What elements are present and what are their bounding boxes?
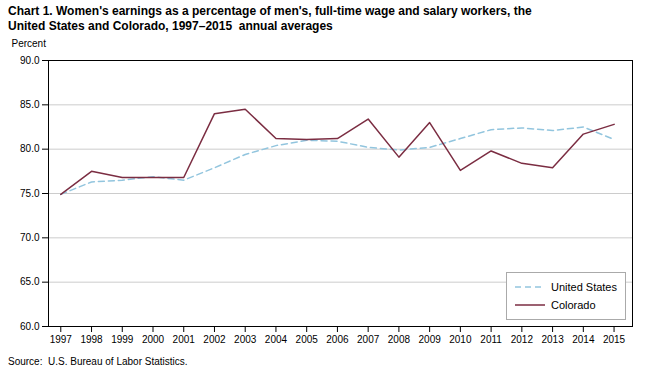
svg-text:2003: 2003 (234, 334, 257, 345)
svg-text:70.0: 70.0 (20, 232, 40, 243)
html-text:Chart 1. Women's earnings as a: Chart 1. Women's earnings as a percentag… (8, 4, 532, 33)
html-text:Source: U.S. Bureau of Labor S: Source: U.S. Bureau of Labor Statistics. (8, 356, 188, 367)
svg-text:2014: 2014 (572, 334, 595, 345)
svg-text:85.0: 85.0 (20, 99, 40, 110)
svg-text:Percent: Percent (12, 38, 47, 49)
svg-text:2009: 2009 (419, 334, 442, 345)
svg-text:2000: 2000 (142, 334, 165, 345)
svg-text:2001: 2001 (173, 334, 196, 345)
svg-text:2004: 2004 (265, 334, 288, 345)
svg-text:2012: 2012 (511, 334, 534, 345)
svg-text:80.0: 80.0 (20, 143, 40, 154)
svg-text:2011: 2011 (480, 334, 502, 345)
svg-text:2006: 2006 (326, 334, 349, 345)
svg-text:2013: 2013 (541, 334, 564, 345)
svg-text:1998: 1998 (80, 334, 103, 345)
svg-text:1999: 1999 (111, 334, 134, 345)
html-text:Colorado: Colorado (551, 299, 596, 311)
svg-text:65.0: 65.0 (20, 276, 40, 287)
svg-text:2005: 2005 (296, 334, 319, 345)
svg-text:75.0: 75.0 (20, 188, 40, 199)
svg-text:2010: 2010 (449, 334, 472, 345)
svg-text:90.0: 90.0 (20, 55, 40, 66)
svg-text:60.0: 60.0 (20, 321, 40, 332)
svg-text:1997: 1997 (50, 334, 73, 345)
svg-text:2002: 2002 (203, 334, 226, 345)
svg-text:2007: 2007 (357, 334, 380, 345)
svg-text:2015: 2015 (603, 334, 626, 345)
svg-text:2008: 2008 (388, 334, 411, 345)
html-text:United States: United States (551, 281, 617, 293)
